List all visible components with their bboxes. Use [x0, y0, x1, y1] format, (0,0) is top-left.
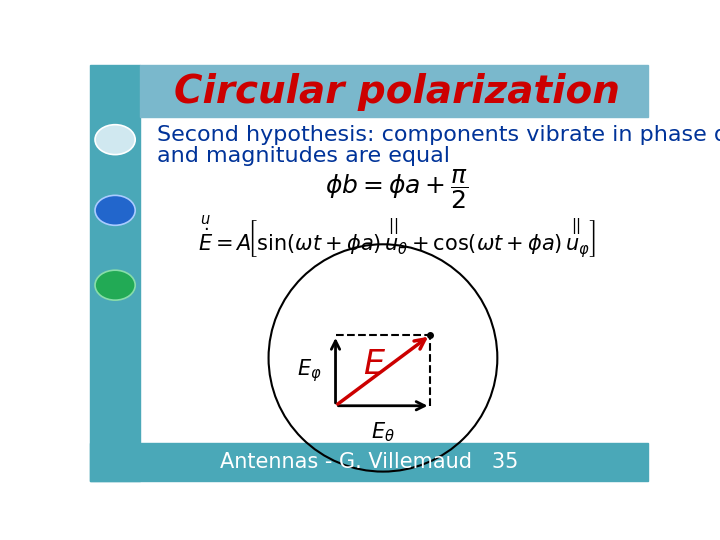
Text: $\mathit{E}$: $\mathit{E}$	[363, 348, 386, 381]
Bar	[90, 443, 648, 481]
Text: Circular polarization: Circular polarization	[174, 73, 620, 111]
Text: $E_{\varphi}$: $E_{\varphi}$	[297, 357, 322, 384]
Text: Second hypothesis: components vibrate in phase quadrature: Second hypothesis: components vibrate in…	[157, 125, 720, 145]
Bar	[90, 65, 140, 481]
Text: Antennas - G. Villemaud   35: Antennas - G. Villemaud 35	[220, 452, 518, 472]
Circle shape	[95, 125, 135, 154]
Circle shape	[95, 270, 135, 300]
Text: $\phi b = \phi a + \dfrac{\pi}{2}$: $\phi b = \phi a + \dfrac{\pi}{2}$	[325, 167, 469, 212]
Text: $\overset{u}{\dot{E}} = A\!\left[\sin(\omega t+\phi a)\overset{||}{\,u_{\theta}}: $\overset{u}{\dot{E}} = A\!\left[\sin(\o…	[198, 214, 596, 261]
Bar	[140, 65, 648, 117]
Circle shape	[95, 195, 135, 225]
Text: $E_{\theta}$: $E_{\theta}$	[371, 420, 395, 444]
Text: and magnitudes are equal: and magnitudes are equal	[157, 146, 450, 166]
